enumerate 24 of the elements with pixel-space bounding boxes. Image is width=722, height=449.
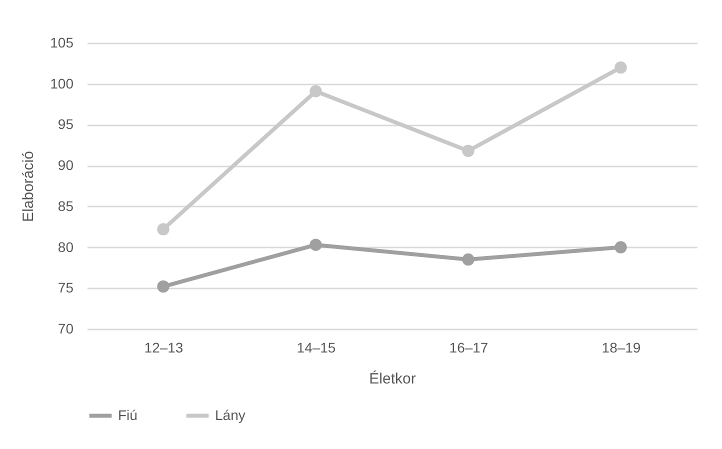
- legend-label: Fiú: [118, 406, 138, 423]
- point: [614, 61, 627, 74]
- point: [462, 253, 474, 266]
- x-tick-label: 16–17: [449, 340, 488, 356]
- point: [462, 144, 474, 157]
- x-tick-label: 14–15: [296, 340, 336, 356]
- point: [310, 238, 322, 251]
- y-tick-label: 100: [50, 75, 74, 92]
- y-tick-label: 95: [58, 116, 74, 132]
- y-tick-label: 70: [58, 320, 74, 336]
- legend-label: Lány: [215, 406, 246, 423]
- y-tick-label: 105: [50, 34, 74, 50]
- y-axis-title: Elaboráció: [20, 151, 38, 222]
- y-tick-label: 85: [58, 198, 74, 214]
- point: [310, 85, 322, 98]
- x-tick-label: 18–19: [602, 340, 641, 356]
- y-tick-label: 90: [58, 157, 74, 174]
- y-tick-label: 75: [58, 280, 74, 296]
- point: [157, 280, 170, 293]
- x-tick-label: 12–13: [144, 340, 184, 356]
- y-tick-label: 80: [58, 238, 74, 255]
- x-axis-title: Életkor: [369, 370, 416, 388]
- point: [614, 241, 627, 254]
- point: [157, 223, 170, 236]
